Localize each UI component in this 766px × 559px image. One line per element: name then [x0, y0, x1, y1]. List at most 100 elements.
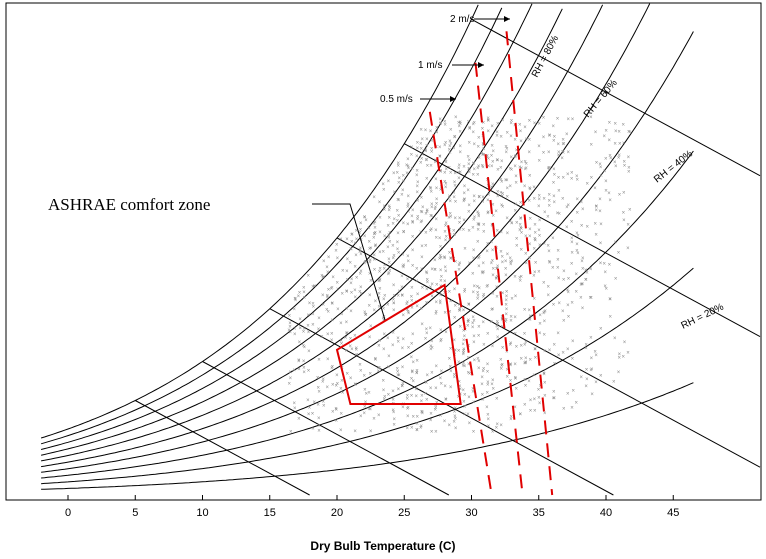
scatter-point: × [401, 405, 405, 411]
scatter-point: × [537, 194, 541, 200]
scatter-point: × [320, 335, 324, 341]
scatter-point: × [548, 134, 552, 140]
scatter-point: × [561, 197, 565, 203]
scatter-point: × [505, 216, 509, 222]
scatter-point: × [349, 260, 353, 266]
scatter-point: × [457, 120, 461, 126]
scatter-point: × [402, 263, 406, 269]
scatter-point: × [504, 267, 508, 273]
scatter-point: × [415, 173, 419, 179]
scatter-point: × [626, 350, 630, 356]
scatter-point: × [501, 194, 505, 200]
scatter-point: × [364, 392, 368, 398]
scatter-point: × [609, 156, 613, 162]
scatter-point: × [543, 393, 547, 399]
scatter-point: × [444, 141, 448, 147]
scatter-point: × [462, 388, 466, 394]
wet-bulb-line [336, 237, 761, 468]
rh-curve [41, 150, 694, 479]
scatter-point: × [316, 403, 320, 409]
scatter-point: × [487, 119, 491, 125]
scatter-point: × [386, 336, 390, 342]
scatter-point: × [599, 241, 603, 247]
scatter-point: × [439, 376, 443, 382]
scatter-point: × [444, 181, 448, 187]
scatter-point: × [306, 398, 310, 404]
scatter-point: × [457, 302, 461, 308]
scatter-point: × [481, 195, 485, 201]
scatter-point: × [504, 320, 508, 326]
scatter-point: × [476, 239, 480, 245]
scatter-point: × [368, 258, 372, 264]
scatter-point: × [471, 226, 475, 232]
scatter-point: × [593, 222, 597, 228]
scatter-point: × [604, 287, 608, 293]
scatter-point: × [453, 410, 457, 416]
scatter-point: × [468, 372, 472, 378]
scatter-point: × [345, 307, 349, 313]
scatter-point: × [391, 397, 395, 403]
scatter-point: × [377, 279, 381, 285]
scatter-point: × [505, 178, 509, 184]
scatter-point: × [363, 387, 367, 393]
scatter-point: × [570, 261, 574, 267]
scatter-point: × [401, 346, 405, 352]
scatter-point: × [429, 129, 433, 135]
scatter-point: × [566, 117, 570, 123]
scatter-point: × [330, 287, 334, 293]
scatter-point: × [419, 209, 423, 215]
scatter-point: × [481, 271, 485, 277]
scatter-point: × [459, 392, 463, 398]
scatter-point: × [515, 221, 519, 227]
scatter-point: × [519, 412, 523, 418]
scatter-point: × [386, 245, 390, 251]
scatter-point: × [538, 322, 542, 328]
scatter-point: × [476, 166, 480, 172]
scatter-point: × [449, 346, 453, 352]
scatter-point: × [523, 402, 527, 408]
scatter-point: × [298, 326, 302, 332]
scatter-point: × [496, 327, 500, 333]
scatter-point: × [434, 430, 438, 436]
scatter-point: × [477, 286, 481, 292]
scatter-point: × [513, 332, 517, 338]
scatter-point: × [542, 116, 546, 122]
rh-curve [40, 3, 533, 450]
scatter-point: × [477, 333, 481, 339]
scatter-point: × [397, 289, 401, 295]
scatter-point: × [523, 184, 527, 190]
scatter-point: × [491, 292, 495, 298]
scatter-point: × [477, 222, 481, 228]
scatter-point: × [520, 166, 524, 172]
scatter-point: × [622, 190, 626, 196]
scatter-point: × [397, 176, 401, 182]
scatter-point: × [499, 249, 503, 255]
scatter-point: × [510, 221, 514, 227]
scatter-point: × [293, 327, 297, 333]
scatter-point: × [524, 234, 528, 240]
scatter-point: × [387, 257, 391, 263]
scatter-point: × [429, 285, 433, 291]
scatter-point: × [458, 120, 462, 126]
scatter-point: × [466, 154, 470, 160]
scatter-point: × [331, 410, 335, 416]
scatter-point: × [509, 121, 513, 127]
scatter-point: × [454, 259, 458, 265]
comfort-zone-label: ASHRAE comfort zone [48, 195, 210, 214]
scatter-point: × [373, 253, 377, 259]
scatter-point: × [382, 249, 386, 255]
scatter-point: × [626, 223, 630, 229]
scatter-point: × [491, 248, 495, 254]
scatter-point: × [472, 167, 476, 173]
scatter-point: × [387, 354, 391, 360]
scatter-point: × [485, 284, 489, 290]
scatter-point: × [359, 369, 363, 375]
scatter-point: × [411, 220, 415, 226]
scatter-point: × [570, 176, 574, 182]
scatter-point: × [353, 382, 357, 388]
scatter-point: × [411, 370, 415, 376]
scatter-point: × [538, 243, 542, 249]
scatter-point: × [496, 319, 500, 325]
scatter-point: × [307, 369, 311, 375]
scatter-point: × [392, 423, 396, 429]
